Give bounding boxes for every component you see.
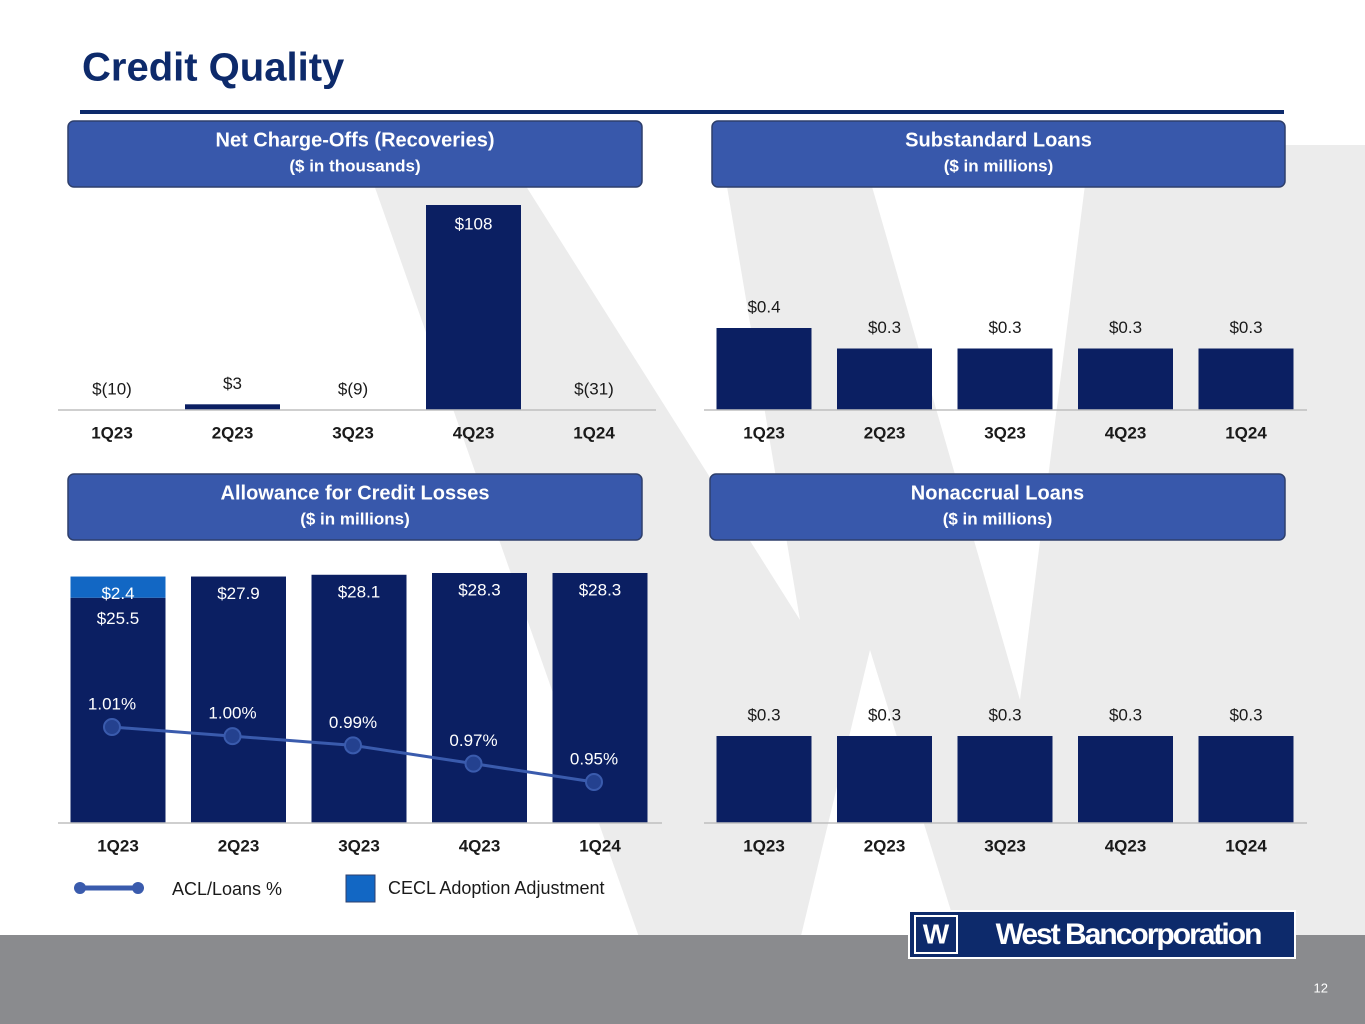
chart-subtitle: ($ in millions) <box>944 156 1054 175</box>
data-label: $0.4 <box>747 297 780 316</box>
x-tick-label: 2Q23 <box>864 423 906 442</box>
bar-segment <box>70 576 166 598</box>
bar <box>1198 736 1294 823</box>
logo-box <box>908 910 1296 959</box>
line-label: 0.99% <box>329 713 377 732</box>
data-label: $28.3 <box>458 580 501 599</box>
chart-subtitle: ($ in millions) <box>943 509 1053 528</box>
chart-header <box>67 120 643 188</box>
data-label: $0.3 <box>868 318 901 337</box>
legend-marker <box>132 882 144 894</box>
data-label: $108 <box>455 214 493 233</box>
line-label: 0.95% <box>570 749 618 768</box>
data-label: $27.9 <box>217 584 260 603</box>
chart-title: Substandard Loans <box>905 129 1092 151</box>
chart-header <box>709 473 1286 541</box>
data-label: $0.3 <box>747 705 780 724</box>
x-tick-label: 3Q23 <box>984 423 1026 442</box>
data-label: $0.3 <box>988 318 1021 337</box>
x-tick-label: 2Q23 <box>218 836 260 855</box>
data-label: $0.3 <box>1229 318 1262 337</box>
x-tick-label: 1Q23 <box>91 423 133 442</box>
x-tick-label: 1Q24 <box>579 836 621 855</box>
legend-swatch <box>345 874 376 903</box>
legend-label: ACL/Loans % <box>172 879 282 899</box>
x-tick-label: 4Q23 <box>453 423 495 442</box>
line-marker <box>585 773 603 791</box>
x-tick-label: 3Q23 <box>984 836 1026 855</box>
data-label: $(10) <box>92 379 132 398</box>
x-tick-label: 4Q23 <box>459 836 501 855</box>
logo-text: West Bancorporation <box>996 918 1261 951</box>
data-label: $0.3 <box>868 705 901 724</box>
data-label: $28.3 <box>579 580 622 599</box>
chart-header <box>67 473 643 541</box>
bar-segment <box>432 573 527 823</box>
line-marker <box>344 736 362 755</box>
chart-title: Allowance for Credit Losses <box>221 482 490 504</box>
bars <box>716 328 1294 410</box>
line-marker <box>464 754 483 773</box>
bar <box>1078 736 1173 823</box>
bar <box>957 348 1053 410</box>
x-tick-label: 4Q23 <box>1105 423 1147 442</box>
bars <box>716 736 1294 823</box>
bar <box>1198 348 1294 410</box>
logo-icon <box>914 915 958 954</box>
chart-header <box>711 120 1286 188</box>
line-marker <box>103 718 121 736</box>
slide-title: Credit Quality <box>82 46 345 90</box>
x-tick-label: 1Q23 <box>743 836 785 855</box>
bar-segment <box>191 576 286 823</box>
x-tick-label: 2Q23 <box>212 423 254 442</box>
bar <box>716 736 812 823</box>
bar <box>1078 348 1173 410</box>
bar <box>426 205 521 410</box>
x-tick-label: 1Q24 <box>1225 423 1267 442</box>
bar <box>837 736 932 823</box>
data-label: $(31) <box>574 379 614 398</box>
legend-marker <box>74 882 86 894</box>
bar <box>837 348 932 410</box>
line-label: 1.00% <box>208 704 256 723</box>
legend-label: CECL Adoption Adjustment <box>388 878 604 898</box>
bar <box>957 736 1053 823</box>
line-label: 0.97% <box>449 731 497 750</box>
data-label: $(9) <box>338 379 368 398</box>
bar <box>185 404 280 410</box>
x-tick-label: 1Q24 <box>573 423 615 442</box>
data-label: $28.1 <box>338 582 381 601</box>
bars <box>185 205 521 410</box>
chart-title: Nonaccrual Loans <box>911 482 1084 504</box>
data-label: $2.4 <box>101 584 134 603</box>
bar-segment <box>311 574 407 823</box>
bar-segment <box>70 597 166 823</box>
data-label: $0.3 <box>988 705 1021 724</box>
data-label: $3 <box>223 374 242 393</box>
data-label: $0.3 <box>1229 705 1262 724</box>
chart-title: Net Charge-Offs (Recoveries) <box>216 129 495 151</box>
chart-subtitle: ($ in thousands) <box>289 156 420 175</box>
x-tick-label: 1Q24 <box>1225 836 1267 855</box>
x-tick-label: 1Q23 <box>743 423 785 442</box>
logo-mark: W <box>923 918 950 949</box>
bar <box>716 328 812 410</box>
x-tick-label: 3Q23 <box>338 836 380 855</box>
data-label: $0.3 <box>1109 318 1142 337</box>
line-marker <box>223 727 242 746</box>
x-tick-label: 3Q23 <box>332 423 374 442</box>
data-label: $25.5 <box>97 609 140 628</box>
chart-subtitle: ($ in millions) <box>300 509 410 528</box>
x-tick-label: 1Q23 <box>97 836 139 855</box>
x-tick-label: 4Q23 <box>1105 836 1147 855</box>
line-label: 1.01% <box>88 694 136 713</box>
data-label: $0.3 <box>1109 705 1142 724</box>
x-tick-label: 2Q23 <box>864 836 906 855</box>
page-number: 12 <box>1314 980 1328 995</box>
